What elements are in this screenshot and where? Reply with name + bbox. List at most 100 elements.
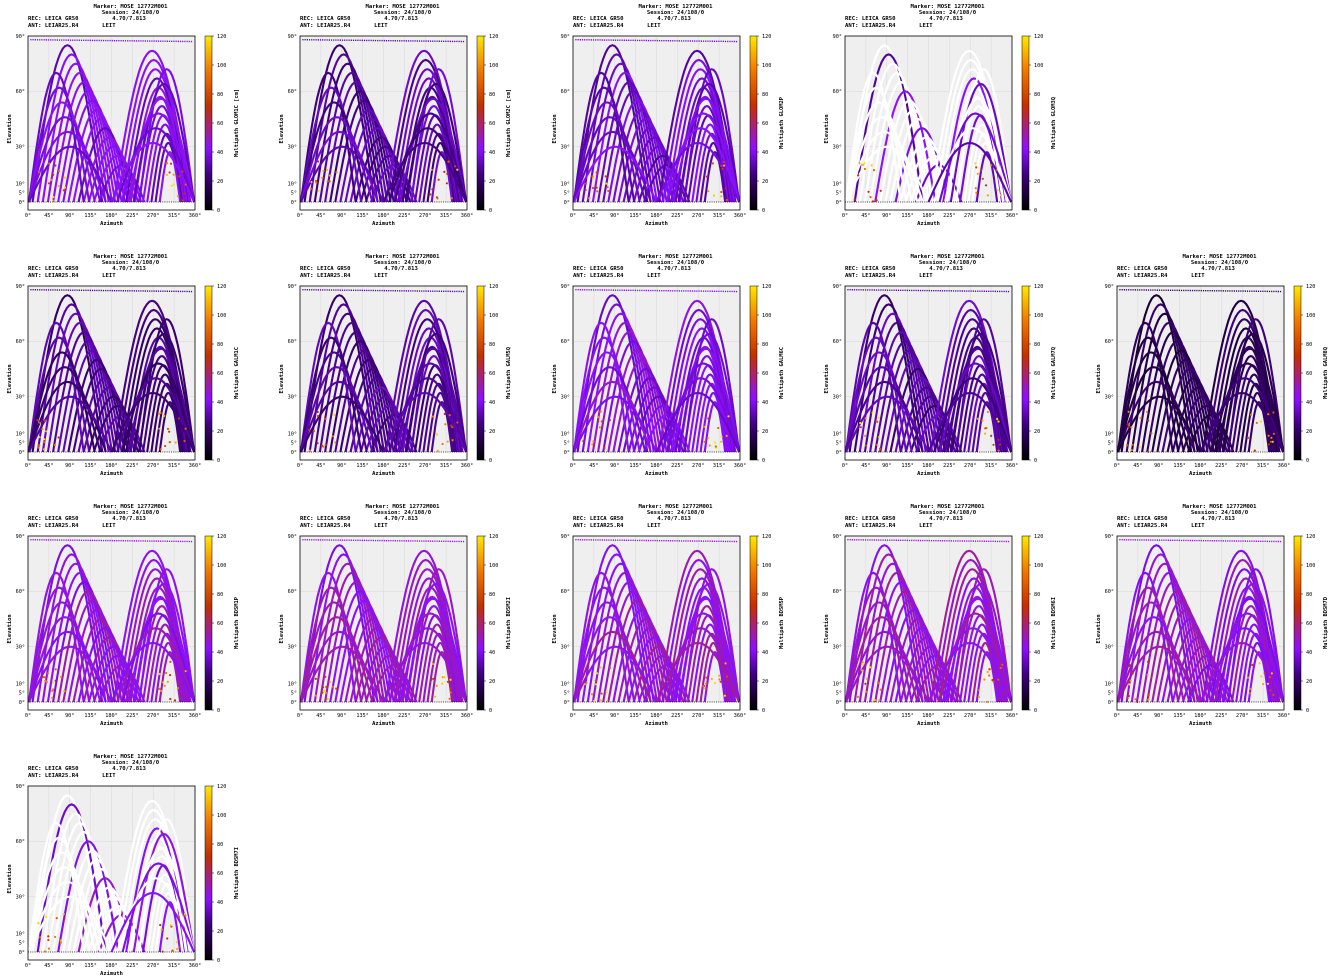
y-axis-label: Elevation [7,864,13,893]
empty-track [27,836,91,953]
multipath-point [976,172,979,175]
session-text: Session: 24/108/0 [373,510,432,517]
multipath-point [710,677,713,681]
x-tick-label: 270° [147,963,160,969]
antenna-text: ANT: LEIAR25.R4 LEIT [28,522,116,529]
empty-track [27,821,85,953]
x-tick-label: 180° [922,713,935,719]
multipath-point [1251,663,1254,667]
axes-frame [27,535,196,711]
multipath-point [310,180,313,184]
multipath-point [1134,698,1137,701]
multipath-point [51,199,54,202]
multipath-point [173,699,177,702]
x-tick-label: 360° [189,963,202,969]
satellite-track [975,651,999,703]
colorbar-tick-label: 80 [489,342,495,348]
satellite-track [1116,321,1174,453]
empty-track [138,817,196,953]
y-axis-label: Elevation [552,114,558,143]
satellite-track [308,53,379,203]
satellite-track [36,803,107,953]
multipath-point [163,414,166,417]
multipath-point [38,171,41,174]
y-tick-label: 10° [288,431,297,437]
colorbar-tick-label: 20 [762,429,768,435]
x-tick-label: 45° [44,213,53,219]
multipath-point [316,442,319,445]
satellite-track [404,332,468,453]
multipath-point [166,680,169,683]
colorbar-tick-label: 80 [762,92,768,98]
colorbar-tick-label: 80 [762,342,768,348]
multipath-point [59,939,62,942]
axes-frame [299,535,468,711]
antenna-text: ANT: LEIAR25.R4 LEIT [300,272,388,279]
satellite-track [1116,395,1202,453]
colorbar-tick-label: 80 [762,592,768,598]
x-tick-label: 270° [147,713,160,719]
colorbar-tick-label: 0 [217,708,220,714]
y-tick-label: 90° [561,34,570,40]
multipath-point [1267,413,1270,416]
satellite-track [844,601,913,703]
multipath-point [997,678,1000,681]
multipath-point [1147,694,1150,697]
multipath-point [44,679,47,682]
multipath-point [592,414,595,417]
colorbar-tick-label: 0 [762,708,765,714]
multipath-point [714,681,717,685]
y-tick-label: 0° [836,700,842,706]
x-tick-label: 45° [589,463,598,469]
satellite-track [572,645,658,703]
skyplot-svg: 0° 5° 10° 30° 60° 90° 0° 45° 90° 135° 180° 225° 270°… [824,284,1057,477]
satellite-track [572,586,636,703]
y-tick-label: 10° [16,431,25,437]
multipath-point [456,421,459,424]
satellite-track [324,580,389,703]
satellite-track [1247,401,1271,453]
x-tick-label: 90° [337,713,346,719]
colorbar [204,785,213,961]
multipath-point [986,410,989,414]
x-tick-label: 315° [440,713,453,719]
multipath-point [603,446,606,449]
receiver-text: REC: LEICA GR50 4.70/7.813 [573,516,691,523]
multipath-point [47,947,50,950]
satellite-track [1125,303,1196,453]
multipath-point [431,188,434,191]
multipath-point [42,448,45,451]
x-tick-label: 360° [189,463,202,469]
multipath-point [59,675,63,678]
colorbar-tick-label: 80 [1034,342,1040,348]
receiver-text: REC: LEICA GR50 4.70/7.813 [573,16,691,23]
data-points [1116,538,1285,703]
y-tick-label: 90° [833,34,842,40]
multipath-point [717,426,720,430]
multipath-point [184,914,187,917]
y-tick-label: 90° [288,534,297,540]
multipath-point [158,427,161,430]
empty-track [27,851,96,953]
multipath-point [1267,443,1270,446]
colorbar [476,285,485,461]
y-axis-label: Elevation [1096,614,1102,643]
colorbar-tick-label: 60 [489,371,495,377]
empty-track [844,86,908,203]
x-tick-label: 135° [629,463,642,469]
y-tick-label: 5° [564,441,570,447]
x-tick-label: 315° [713,213,726,219]
y-tick-label: 60° [833,89,842,95]
satellite-track [677,582,741,703]
multipath-point [41,675,44,679]
satellite-track [132,82,196,203]
x-tick-label: 0° [297,463,303,469]
multipath-panel: Marker: MOSE 12772M001 Session: 24/108/0 R… [824,254,1105,477]
zenith-track [302,38,465,43]
multipath-point [158,687,161,690]
multipath-point [984,184,988,187]
x-tick-label: 0° [570,713,576,719]
data-points [27,538,196,703]
skyplot-svg: 0° 5° 10° 30° 60° 90° 0° 45° 90° 135° 180° 225° 270°… [7,34,240,227]
skyplot-svg: 0° 5° 10° 30° 60° 90° 0° 45° 90° 135° 180° 225° 270°… [1096,534,1329,727]
